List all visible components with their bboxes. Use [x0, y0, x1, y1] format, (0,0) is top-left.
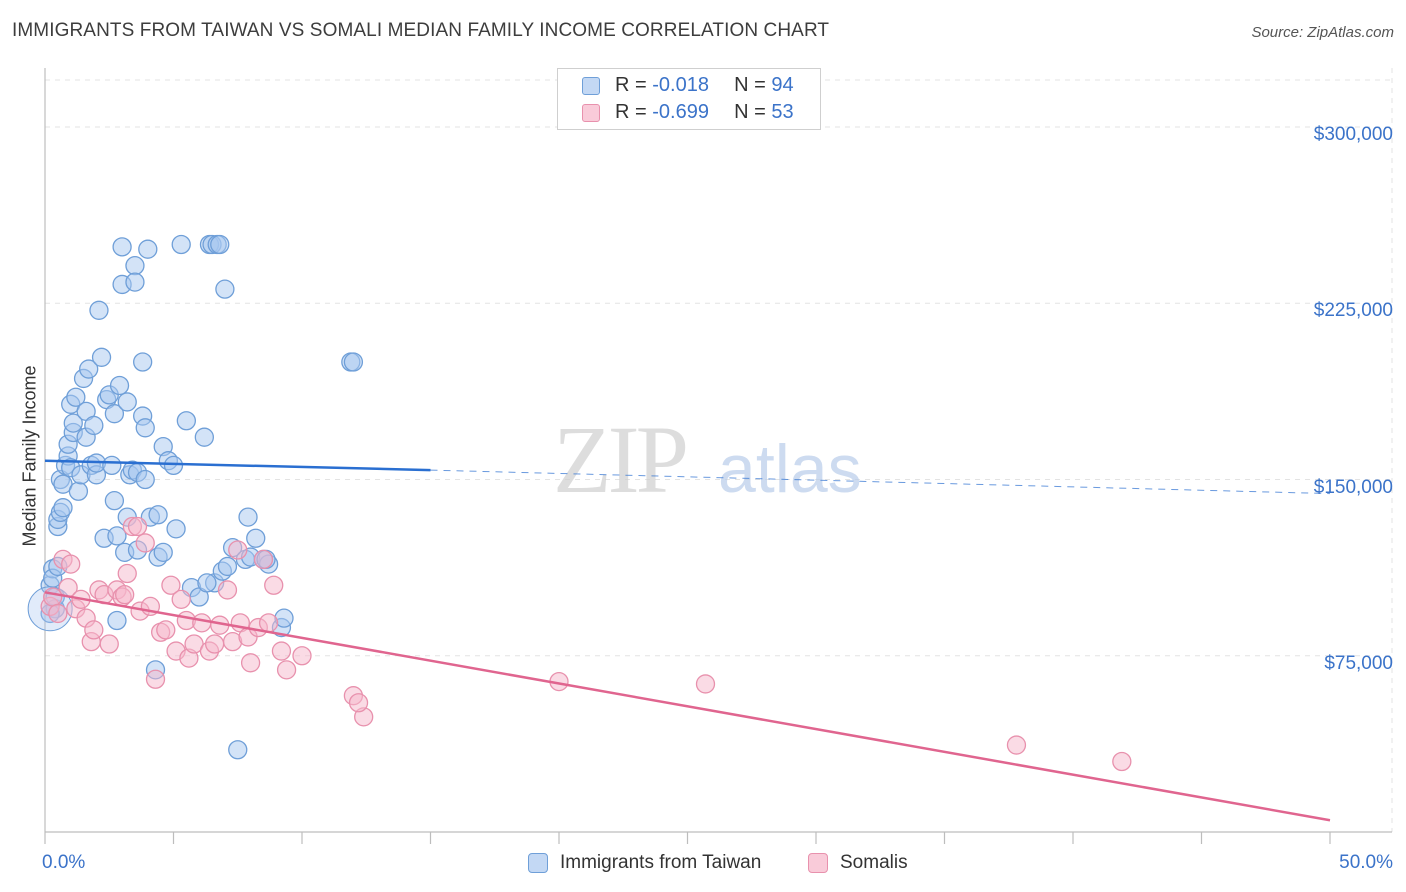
taiwan-point [107, 610, 127, 631]
taiwan-point [176, 411, 197, 431]
somalis-point [264, 575, 284, 595]
pink-swatch-icon [582, 104, 600, 122]
taiwan-point [66, 387, 86, 407]
somalis-point [240, 653, 261, 673]
taiwan-point [104, 404, 125, 424]
taiwan-point [194, 427, 214, 447]
y-tick-label: $225,000 [1313, 300, 1393, 322]
taiwan-point [125, 255, 145, 276]
chart-source: Source: ZipAtlas.com [1251, 24, 1394, 41]
pink-swatch-icon [808, 853, 828, 873]
somalis-point [192, 613, 212, 633]
taiwan-point [79, 359, 99, 379]
blue-swatch-icon [528, 853, 548, 873]
r-value-somalis: -0.699 [652, 101, 709, 123]
legend-label-taiwan: Immigrants from Taiwan [560, 852, 762, 873]
r-label: R = [615, 74, 653, 96]
taiwan-point [171, 234, 191, 255]
taiwan-point [91, 347, 112, 367]
n-label: N = [734, 101, 772, 123]
taiwan-point [138, 239, 158, 259]
n-value-somalis: 53 [771, 101, 794, 123]
legend-label-somalis: Somalis [840, 852, 908, 873]
somalis-point [161, 575, 181, 595]
taiwan-point [63, 413, 83, 433]
somalis-point [204, 634, 225, 654]
taiwan-point [210, 234, 230, 255]
taiwan-point [133, 352, 153, 372]
taiwan-point [246, 528, 266, 548]
y-axis-label: Median Family Income [19, 365, 40, 547]
taiwan-point [135, 469, 155, 490]
watermark-zip: ZIP [553, 406, 686, 513]
somalis-point [348, 693, 369, 713]
somalis-point [695, 674, 716, 694]
taiwan-trendline-extension [430, 469, 1331, 495]
taiwan-point [148, 505, 168, 525]
watermark-atlas: atlas [718, 431, 862, 507]
somalis-point [171, 589, 191, 609]
somalis-point [292, 646, 312, 666]
n-label: N = [734, 74, 772, 96]
taiwan-point [125, 272, 145, 292]
taiwan-trendline [44, 459, 431, 472]
x-tick-max: 50.0% [1339, 852, 1393, 873]
y-tick-label: $150,000 [1313, 476, 1393, 498]
taiwan-point [215, 279, 235, 299]
somalis-point [271, 641, 292, 661]
somalis-point [117, 563, 137, 584]
stats-legend: R = -0.018 N = 94 R = -0.699 N = 53 [557, 68, 821, 130]
chart-title: IMMIGRANTS FROM TAIWAN VS SOMALI MEDIAN … [12, 20, 830, 41]
r-label: R = [615, 101, 653, 123]
taiwan-point [84, 415, 104, 436]
somalis-point [84, 620, 104, 640]
somalis-point [1112, 751, 1132, 772]
x-tick-min: 0.0% [42, 852, 86, 873]
taiwan-point [153, 542, 173, 562]
taiwan-point [343, 352, 364, 372]
somalis-point [145, 669, 166, 689]
somalis-point [48, 603, 68, 624]
taiwan-point [102, 455, 122, 476]
somalis-point [228, 540, 248, 560]
taiwan-point [107, 526, 127, 546]
taiwan-point [104, 490, 125, 511]
somalis-point [276, 660, 297, 680]
somalis-point [258, 613, 279, 633]
somalis-point [127, 516, 148, 537]
taiwan-point [228, 740, 248, 760]
blue-swatch-icon [582, 77, 600, 95]
taiwan-point [217, 556, 238, 577]
somalis-point [156, 620, 176, 640]
taiwan-point [68, 481, 89, 501]
taiwan-point [238, 507, 258, 527]
somalis-point [115, 585, 135, 605]
taiwan-point [112, 237, 132, 257]
somalis-point [61, 554, 81, 574]
taiwan-point [163, 455, 184, 476]
taiwan-point [89, 300, 109, 320]
taiwan-point [135, 418, 155, 438]
somalis-point [99, 634, 119, 654]
taiwan-point [166, 519, 186, 539]
taiwan-point [53, 498, 73, 518]
y-tick-label: $300,000 [1313, 124, 1393, 145]
somalis-point [1006, 735, 1027, 755]
r-value-taiwan: -0.018 [652, 74, 709, 96]
somalis-point [217, 580, 238, 600]
n-value-taiwan: 94 [771, 74, 794, 96]
y-tick-label: $75,000 [1324, 652, 1393, 674]
taiwan-point [109, 375, 130, 396]
taiwan-point [197, 573, 217, 593]
somalis-point [253, 549, 274, 570]
somalis-trendline [44, 591, 1331, 822]
somalis-point [135, 533, 155, 553]
taiwan-point [117, 392, 137, 412]
